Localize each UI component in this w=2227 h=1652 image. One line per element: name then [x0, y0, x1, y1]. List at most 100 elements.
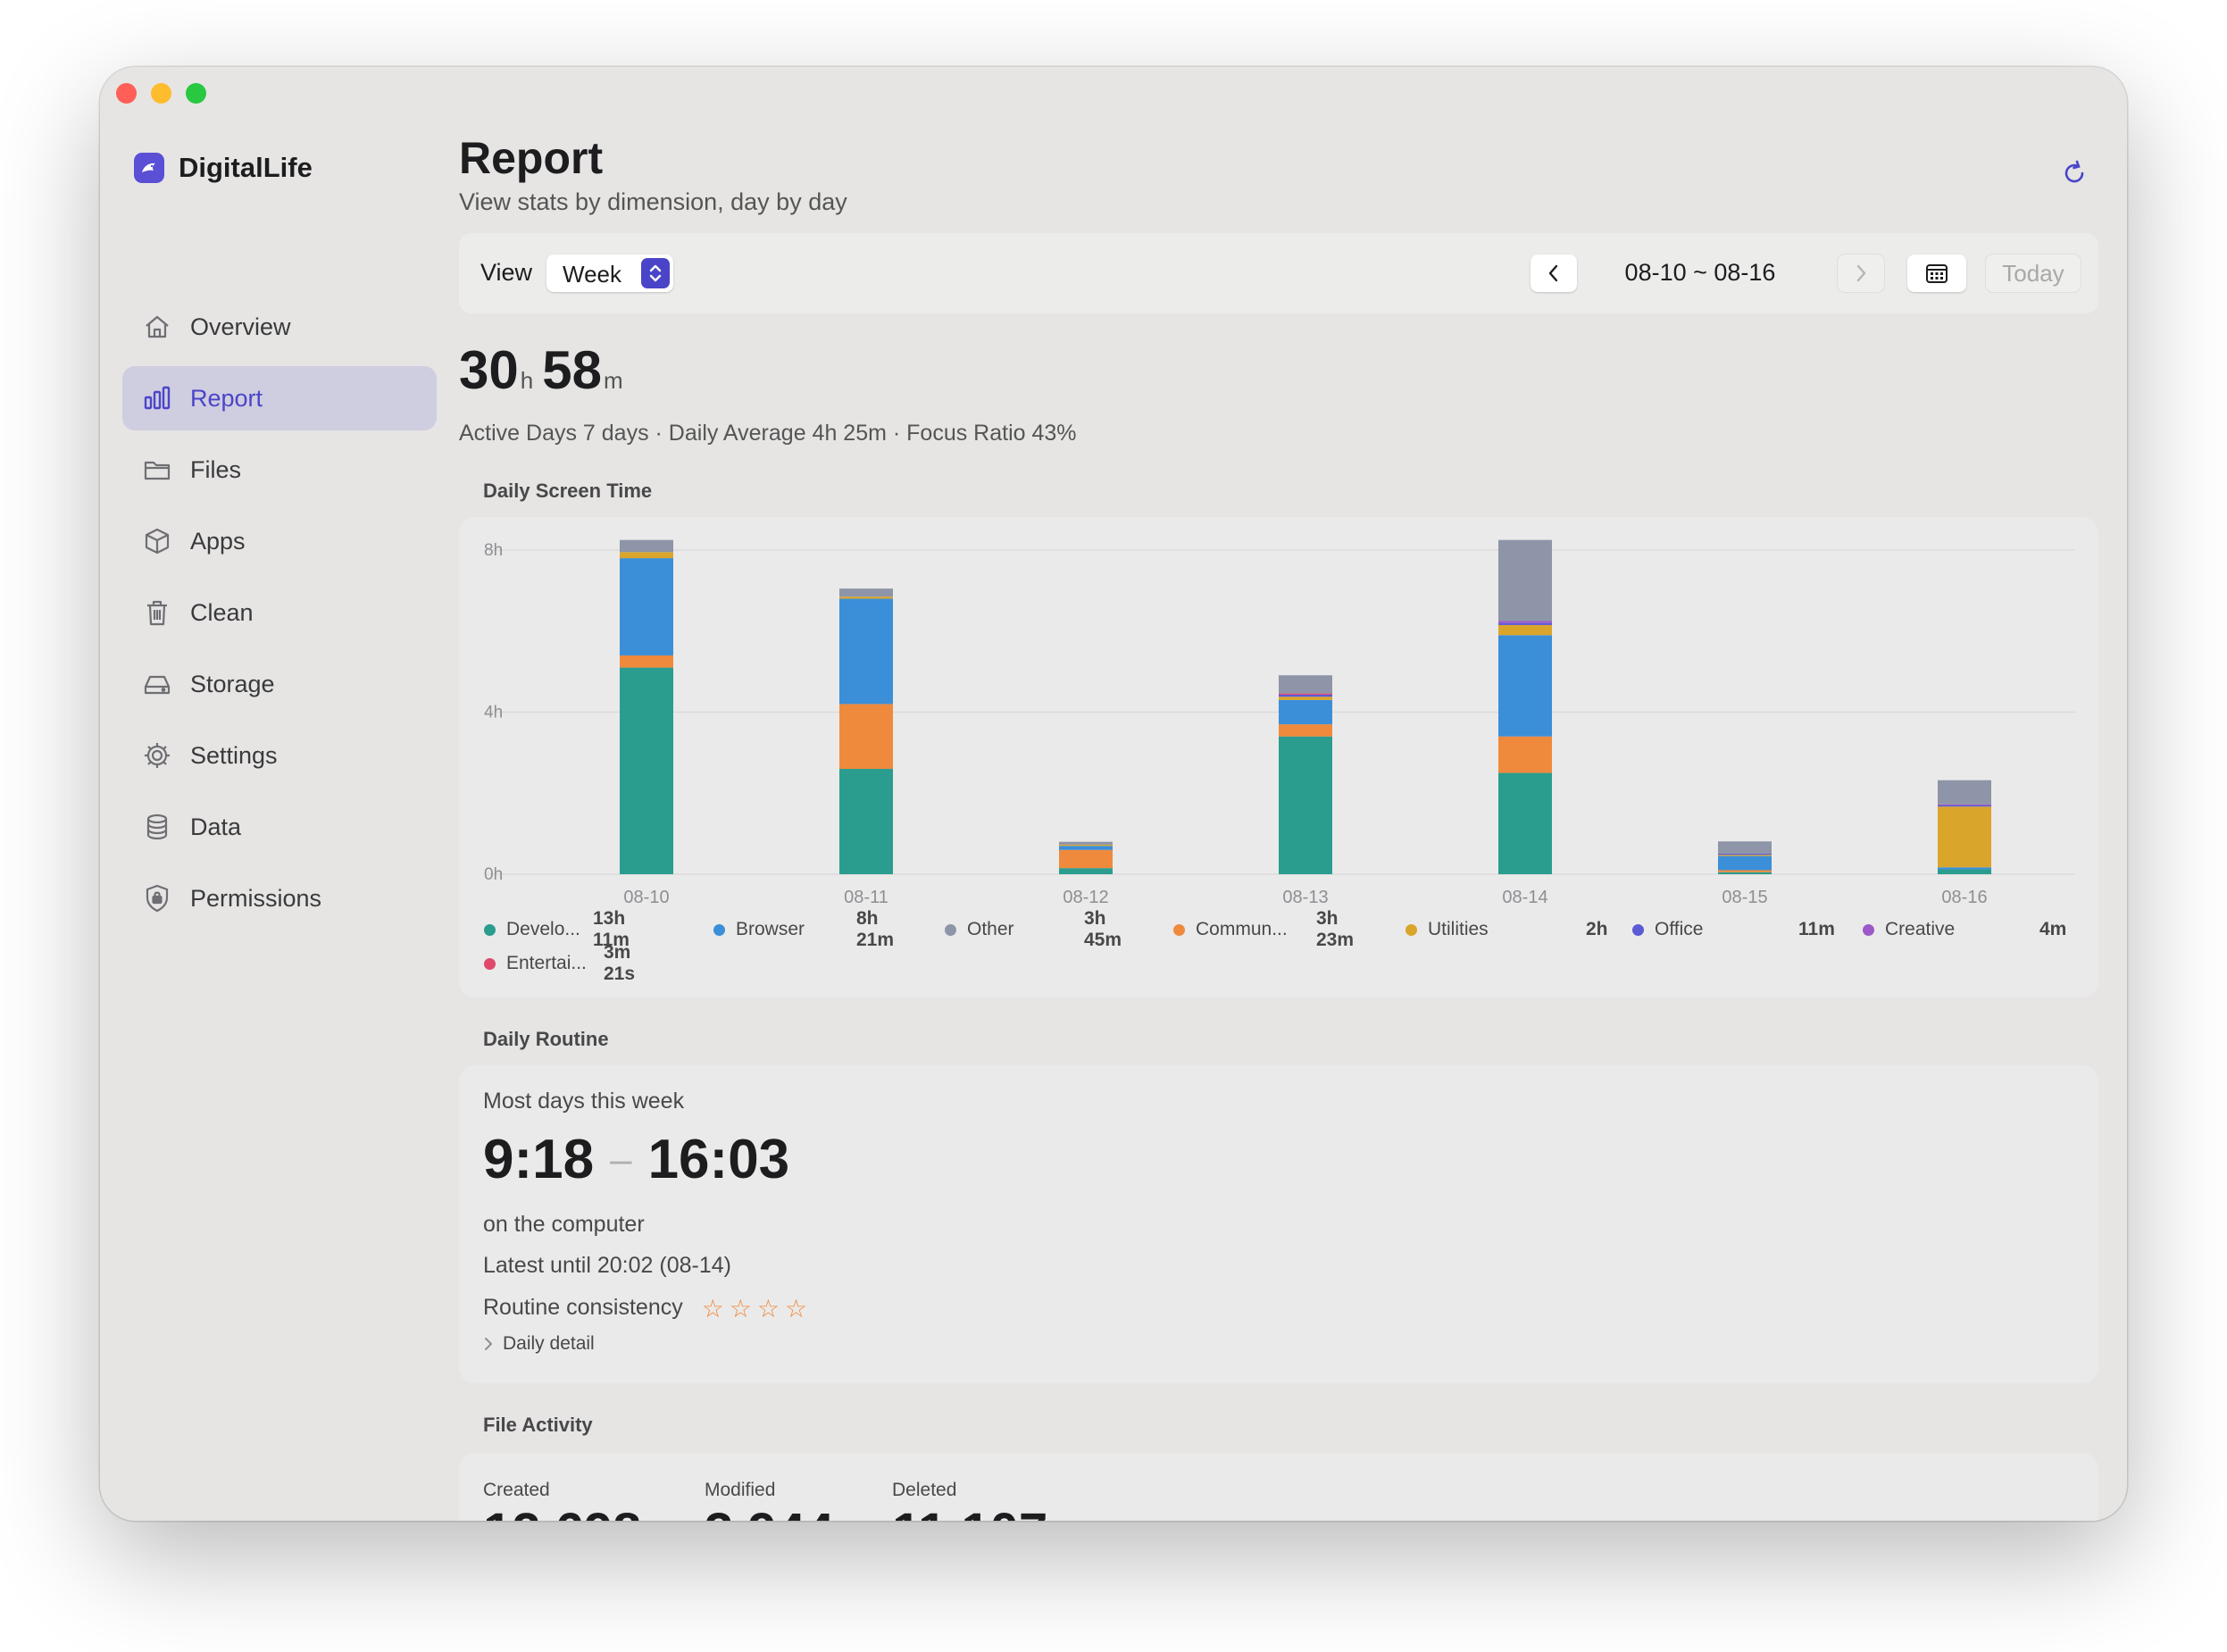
bar-segment-development	[1279, 736, 1332, 874]
x-tick-label: 08-16	[1941, 888, 1987, 907]
x-tick-label: 08-10	[623, 888, 669, 907]
star-icon: ☆	[785, 1295, 808, 1322]
sidebar-item-apps[interactable]: Apps	[122, 509, 437, 573]
total-hours-unit: h	[520, 367, 534, 394]
bar-segment-communication	[1718, 870, 1772, 872]
routine-card: Most days this week 9:18 – 16:03 on the …	[459, 1065, 2098, 1383]
minimize-window-button[interactable]	[151, 83, 171, 104]
bar-segment-entertainment	[1279, 693, 1332, 695]
daily-detail-label: Daily detail	[503, 1333, 595, 1354]
legend-label: Office	[1655, 919, 1704, 939]
daily-detail-disclosure[interactable]: Daily detail	[483, 1333, 595, 1355]
bar-chart-icon	[142, 383, 172, 413]
legend-item-development: Develo... 13h 11m	[484, 908, 630, 950]
routine-consistency-label: Routine consistency	[483, 1295, 683, 1321]
chevron-updown-icon	[641, 258, 670, 288]
x-tick-label: 08-15	[1722, 888, 1767, 907]
bar-segment-other	[1938, 780, 1991, 805]
screen-time-card: 0h 4h 8h 08-10 08-11 08-12 08-13 08-14 08-15 08-1…	[459, 517, 2098, 997]
chevron-right-icon	[485, 1338, 492, 1350]
sidebar-item-settings[interactable]: Settings	[122, 723, 437, 788]
file-deleted-value: 11,107	[892, 1502, 1047, 1521]
bar-segment-utilities	[839, 597, 893, 599]
routine-latest: Latest until 20:02 (08-14)	[483, 1253, 731, 1278]
routine-section-title: Daily Routine	[483, 1028, 609, 1050]
consistency-rating: ☆ ☆ ☆ ☆	[702, 1294, 807, 1323]
page-title: Report	[459, 133, 604, 183]
total-hours: 30	[459, 340, 519, 400]
bar-segment-development	[1498, 772, 1552, 874]
y-tick-label: 8h	[484, 541, 503, 560]
sidebar-item-storage[interactable]: Storage	[122, 652, 437, 716]
star-icon: ☆	[701, 1295, 724, 1322]
bar-segment-other	[620, 539, 673, 553]
legend-item-utilities: Utilities 2h	[1405, 916, 1608, 943]
legend-dot	[1173, 923, 1185, 936]
sidebar-item-label: Report	[190, 384, 263, 412]
cube-icon	[142, 526, 172, 556]
legend-label: Commun...	[1196, 919, 1288, 939]
legend-label: Develo...	[506, 919, 580, 939]
bar-segment-other	[1718, 841, 1772, 854]
sidebar-item-clean[interactable]: Clean	[122, 580, 437, 645]
bar-segment-browser	[1718, 855, 1772, 871]
legend-total: 8h 21m	[856, 908, 895, 950]
bar-segment-other	[1059, 841, 1113, 845]
close-window-button[interactable]	[116, 83, 137, 104]
sidebar-item-report[interactable]: Report	[122, 366, 437, 430]
sidebar: DigitalLife Overview Report Files	[100, 67, 448, 1521]
page-subtitle: View stats by dimension, day by day	[459, 188, 847, 215]
app-name: DigitalLife	[179, 152, 313, 183]
bar-segment-office	[1498, 622, 1552, 625]
bar-segment-office	[1938, 805, 1991, 807]
bar-segment-communication	[1498, 736, 1552, 773]
app-window: DigitalLife Overview Report Files	[100, 67, 2127, 1521]
app-logo-icon	[134, 153, 164, 183]
chevron-left-icon	[1548, 264, 1558, 282]
sidebar-item-data[interactable]: Data	[122, 795, 437, 859]
legend-total: 3m 21s	[604, 942, 636, 984]
screen-time-section-title: Daily Screen Time	[483, 480, 653, 502]
bar-segment-browser	[1059, 846, 1113, 850]
legend-total: 2h	[1586, 919, 1608, 939]
bar-segment-development	[1059, 868, 1113, 874]
routine-caption: on the computer	[483, 1212, 645, 1237]
x-tick-label: 08-14	[1502, 888, 1547, 907]
previous-week-button[interactable]	[1531, 254, 1577, 292]
today-button[interactable]: Today	[1986, 254, 2081, 292]
legend-item-other: Other 3h 45m	[945, 908, 1122, 950]
x-tick-label: 08-12	[1063, 888, 1108, 907]
legend-item-communication: Commun... 3h 23m	[1173, 908, 1354, 950]
sidebar-item-label: Settings	[190, 741, 278, 769]
sidebar-item-label: Data	[190, 813, 242, 840]
legend-label: Entertai...	[506, 953, 587, 973]
file-modified-value: 3,944	[705, 1502, 834, 1521]
bar-segment-browser	[1279, 699, 1332, 725]
sidebar-item-label: Permissions	[190, 884, 322, 912]
sidebar-item-files[interactable]: Files	[122, 438, 437, 502]
legend-item-creative: Creative 4m	[1863, 916, 2066, 943]
bar-segment-utilities	[1059, 844, 1113, 847]
main-content: Report View stats by dimension, day by d…	[459, 67, 2127, 1521]
file-activity-section-title: File Activity	[483, 1414, 593, 1436]
sidebar-item-permissions[interactable]: Permissions	[122, 866, 437, 930]
total-screen-time: 30 h 58 m	[459, 339, 632, 401]
sidebar-item-overview[interactable]: Overview	[122, 295, 437, 359]
shield-lock-icon	[142, 883, 172, 914]
legend-item-office: Office 11m	[1632, 916, 1835, 943]
sidebar-item-label: Apps	[190, 527, 246, 555]
legend-dot	[1863, 923, 1874, 936]
date-range: 08-10 ~ 08-16	[1624, 259, 1776, 286]
legend-total: 3h 23m	[1316, 908, 1355, 950]
zoom-window-button[interactable]	[186, 83, 206, 104]
calendar-button[interactable]	[1907, 254, 1966, 292]
view-label: View	[480, 259, 533, 286]
refresh-icon[interactable]	[2059, 158, 2089, 188]
bar-segment-other	[1279, 675, 1332, 694]
bar-segment-browser	[1938, 867, 1991, 870]
bar-segment-communication	[1059, 849, 1113, 869]
next-week-button[interactable]	[1838, 254, 1884, 292]
view-select[interactable]: Week	[546, 254, 673, 292]
bar-segment-development	[620, 667, 673, 874]
legend-dot	[1632, 923, 1644, 936]
